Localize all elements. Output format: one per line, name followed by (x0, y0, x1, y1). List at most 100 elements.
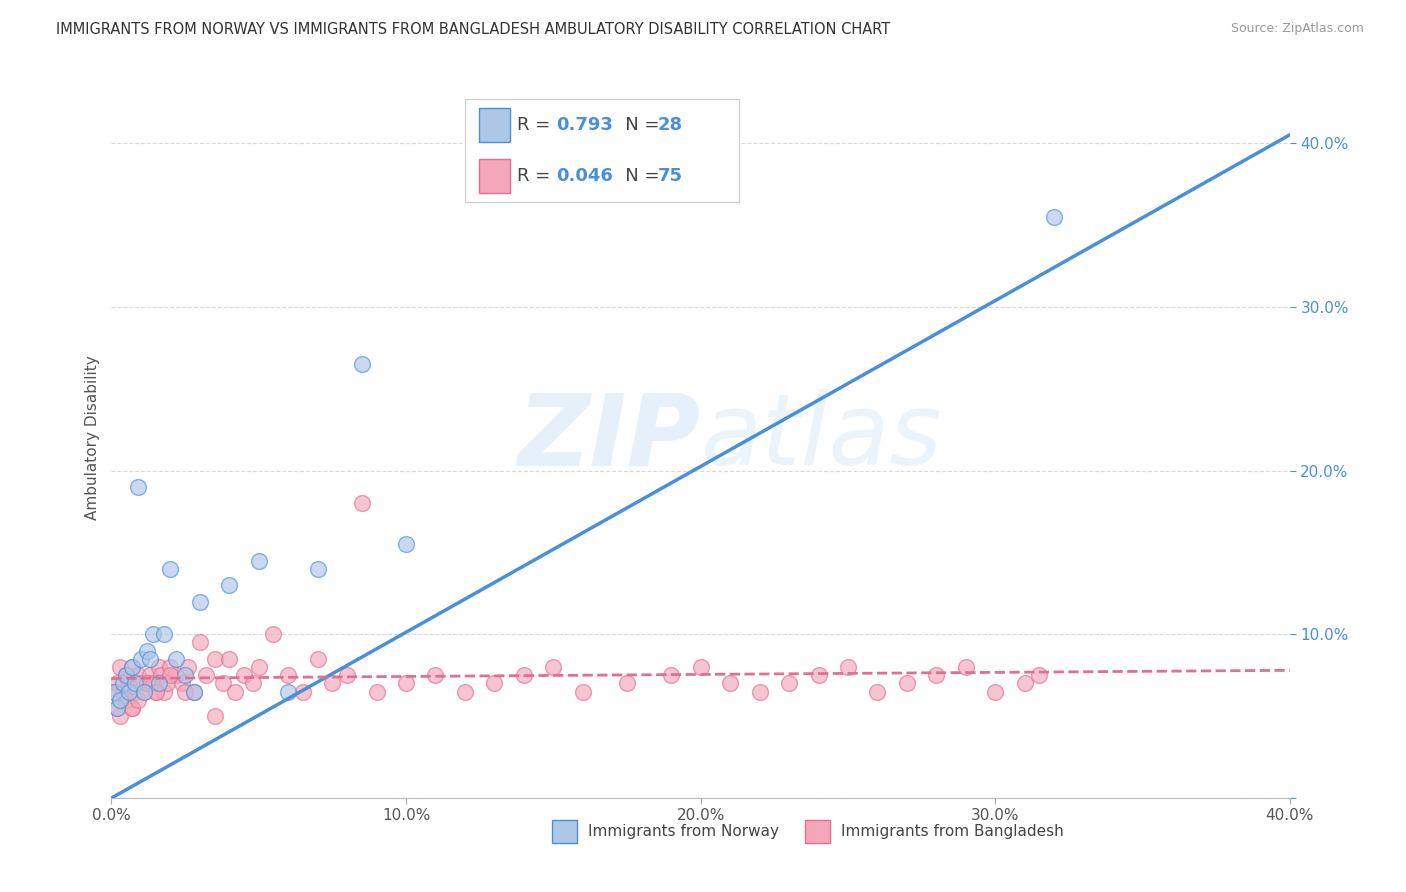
Point (103, 684, 125, 698)
Point (307, 652, 329, 666)
Point (350, 357, 373, 371)
Point (159, 660, 181, 674)
Point (291, 684, 314, 698)
Point (866, 684, 889, 698)
Point (183, 684, 205, 698)
Point (183, 684, 205, 698)
Point (112, 684, 135, 698)
Point (127, 668, 149, 682)
Point (129, 652, 152, 666)
Text: 0.793: 0.793 (557, 116, 613, 134)
Point (513, 668, 536, 682)
Point (454, 684, 477, 698)
Point (204, 652, 226, 666)
Point (366, 684, 388, 698)
Point (689, 660, 711, 674)
Point (188, 594, 211, 608)
Point (118, 684, 141, 698)
Point (572, 684, 595, 698)
Point (142, 676, 165, 690)
Point (115, 668, 138, 682)
Point (159, 562, 181, 576)
Text: Immigrants from Norway: Immigrants from Norway (588, 824, 779, 839)
Point (425, 668, 447, 682)
Point (105, 676, 128, 690)
Text: Source: ZipAtlas.com: Source: ZipAtlas.com (1230, 22, 1364, 36)
Point (242, 676, 264, 690)
Text: Immigrants from Bangladesh: Immigrants from Bangladesh (841, 824, 1064, 839)
Point (159, 668, 181, 682)
Point (132, 684, 155, 698)
Point (145, 684, 167, 698)
Point (177, 660, 200, 674)
Text: 75: 75 (658, 167, 682, 185)
Point (218, 578, 240, 592)
Point (124, 676, 146, 690)
Point (247, 660, 270, 674)
Point (103, 684, 125, 698)
Point (204, 709, 226, 723)
Point (277, 668, 299, 682)
Point (984, 684, 1007, 698)
Point (247, 553, 270, 567)
Point (778, 676, 800, 690)
Point (837, 660, 859, 674)
Point (194, 668, 217, 682)
Point (105, 701, 128, 715)
Point (174, 668, 197, 682)
Point (110, 660, 132, 674)
Point (212, 676, 235, 690)
Point (148, 676, 170, 690)
Point (153, 684, 176, 698)
Point (110, 693, 132, 707)
Point (115, 693, 138, 707)
Point (896, 676, 918, 690)
Point (321, 676, 343, 690)
Point (150, 668, 173, 682)
Point (115, 668, 138, 682)
Point (142, 627, 165, 641)
Point (132, 684, 155, 698)
Point (543, 660, 565, 674)
Point (165, 668, 187, 682)
Point (955, 660, 977, 674)
Point (174, 684, 197, 698)
Point (127, 480, 149, 494)
Point (110, 709, 132, 723)
Point (138, 652, 160, 666)
Point (748, 684, 770, 698)
Point (1043, 210, 1066, 224)
Point (616, 676, 638, 690)
Point (135, 643, 157, 657)
Text: IMMIGRANTS FROM NORWAY VS IMMIGRANTS FROM BANGLADESH AMBULATORY DISABILITY CORRE: IMMIGRANTS FROM NORWAY VS IMMIGRANTS FRO… (56, 22, 890, 37)
Point (127, 693, 149, 707)
Text: atlas: atlas (700, 389, 942, 486)
Point (1028, 668, 1050, 682)
Text: 0.046: 0.046 (557, 167, 613, 185)
Point (138, 668, 160, 682)
Point (153, 627, 176, 641)
Point (145, 684, 167, 698)
Text: R =: R = (517, 167, 555, 185)
Point (115, 693, 138, 707)
Point (277, 684, 299, 698)
Point (124, 684, 146, 698)
Point (121, 660, 143, 674)
Point (156, 676, 179, 690)
Point (129, 676, 152, 690)
Point (165, 652, 187, 666)
Text: R =: R = (517, 116, 555, 134)
Text: 28: 28 (658, 116, 683, 134)
Point (659, 668, 682, 682)
Text: N =: N = (609, 116, 665, 134)
Point (121, 660, 143, 674)
Point (925, 668, 948, 682)
Point (118, 676, 141, 690)
Point (307, 562, 329, 576)
Point (336, 668, 359, 682)
Point (233, 668, 256, 682)
Point (395, 676, 418, 690)
Point (350, 496, 373, 510)
Point (148, 660, 170, 674)
Point (188, 635, 211, 649)
